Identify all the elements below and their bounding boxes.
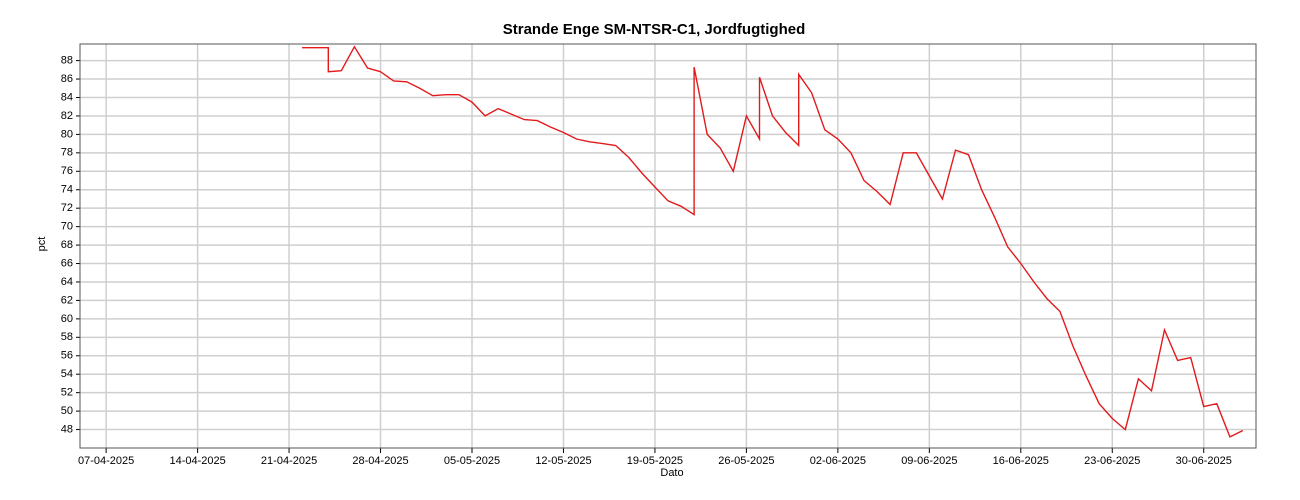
y-tick-label: 88 bbox=[61, 55, 73, 67]
x-tick-label: 12-05-2025 bbox=[535, 455, 591, 467]
y-tick-label: 76 bbox=[61, 165, 73, 177]
y-tick-label: 72 bbox=[61, 202, 73, 214]
x-tick-label: 07-04-2025 bbox=[78, 455, 134, 467]
x-tick-label: 02-06-2025 bbox=[810, 455, 866, 467]
y-tick-label: 80 bbox=[61, 128, 73, 140]
data-line bbox=[302, 45, 1244, 438]
y-tick-label: 50 bbox=[61, 405, 73, 417]
y-tick-label: 54 bbox=[61, 368, 73, 380]
x-tick-label: 14-04-2025 bbox=[169, 455, 225, 467]
y-tick-label: 86 bbox=[61, 73, 73, 85]
y-tick-label: 62 bbox=[61, 294, 73, 306]
y-tick-label: 56 bbox=[61, 350, 73, 362]
y-tick-label: 58 bbox=[61, 331, 73, 343]
y-tick-label: 68 bbox=[61, 239, 73, 251]
y-tick-label: 84 bbox=[61, 91, 73, 103]
plot-frame bbox=[79, 43, 1257, 449]
y-tick-label: 70 bbox=[61, 221, 73, 233]
x-tick-label: 21-04-2025 bbox=[261, 455, 317, 467]
y-tick-label: 82 bbox=[61, 110, 73, 122]
x-tick-label: 16-06-2025 bbox=[993, 455, 1049, 467]
y-tick-label: 48 bbox=[61, 423, 73, 435]
y-tick-label: 74 bbox=[61, 184, 73, 196]
x-tick-label: 26-05-2025 bbox=[718, 455, 774, 467]
y-axis-label: pct bbox=[36, 237, 48, 252]
x-tick-label: 28-04-2025 bbox=[352, 455, 408, 467]
x-axis-label: Dato bbox=[660, 467, 683, 479]
x-tick-label: 19-05-2025 bbox=[627, 455, 683, 467]
x-tick-label: 23-06-2025 bbox=[1084, 455, 1140, 467]
chart-title: Strande Enge SM-NTSR-C1, Jordfugtighed bbox=[503, 21, 806, 38]
x-tick-label: 30-06-2025 bbox=[1176, 455, 1232, 467]
x-tick-label: 05-05-2025 bbox=[444, 455, 500, 467]
y-tick-label: 60 bbox=[61, 313, 73, 325]
y-tick-label: 66 bbox=[61, 257, 73, 269]
x-tick-label: 09-06-2025 bbox=[901, 455, 957, 467]
y-tick-label: 78 bbox=[61, 147, 73, 159]
y-tick-label: 64 bbox=[61, 276, 73, 288]
y-tick-label: 52 bbox=[61, 387, 73, 399]
